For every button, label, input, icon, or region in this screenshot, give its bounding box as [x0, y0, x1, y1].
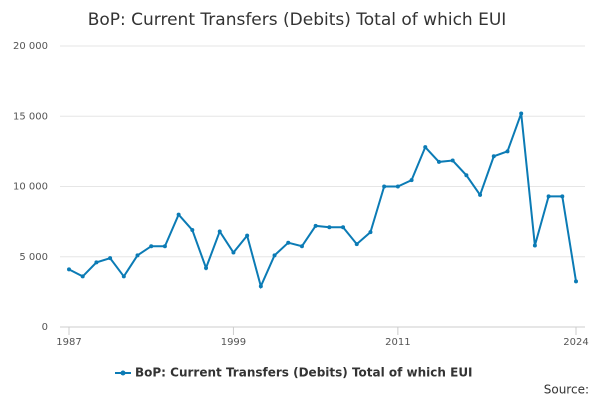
point [436, 159, 441, 164]
point [423, 145, 428, 150]
point [574, 279, 578, 284]
legend-marker [120, 370, 126, 376]
point [204, 265, 209, 270]
point [121, 274, 126, 279]
line [68, 113, 577, 290]
point [217, 229, 222, 234]
point [450, 158, 455, 163]
point [546, 194, 551, 199]
point [327, 225, 332, 230]
point [519, 111, 524, 116]
point [354, 242, 359, 247]
point [505, 149, 510, 154]
point [368, 230, 373, 235]
point [382, 184, 387, 189]
x-tick-label: 2011 [385, 337, 410, 348]
point [313, 223, 318, 228]
point [341, 225, 346, 230]
point [162, 244, 167, 249]
point [80, 274, 85, 279]
legend-label: BoP: Current Transfers (Debits) Total of… [135, 366, 473, 380]
point [478, 192, 483, 197]
point [272, 253, 277, 258]
x-tick-label: 2024 [563, 337, 588, 348]
point [286, 240, 291, 245]
point [94, 260, 99, 265]
point [299, 244, 304, 249]
point [395, 184, 400, 189]
point [464, 173, 469, 178]
point [491, 154, 496, 159]
y-tick-label: 10 000 [13, 182, 48, 193]
y-tick-label: 0 [42, 322, 48, 333]
y-tick-label: 5 000 [19, 252, 48, 263]
y-tick-label: 20 000 [13, 41, 48, 52]
source: Source: [544, 383, 589, 397]
point [560, 194, 565, 199]
point [190, 228, 195, 233]
point [532, 243, 537, 248]
point [176, 212, 181, 217]
point [149, 244, 154, 249]
point [245, 233, 250, 238]
x-tick-label: 1987 [56, 337, 81, 348]
point [231, 250, 236, 255]
chart-title: BoP: Current Transfers (Debits) Total of… [88, 10, 507, 30]
point [258, 284, 263, 289]
y-tick-label: 15 000 [13, 111, 48, 122]
point [135, 253, 140, 258]
point [409, 178, 414, 183]
point [108, 256, 113, 261]
x-tick-label: 1999 [221, 337, 246, 348]
point [67, 267, 71, 272]
